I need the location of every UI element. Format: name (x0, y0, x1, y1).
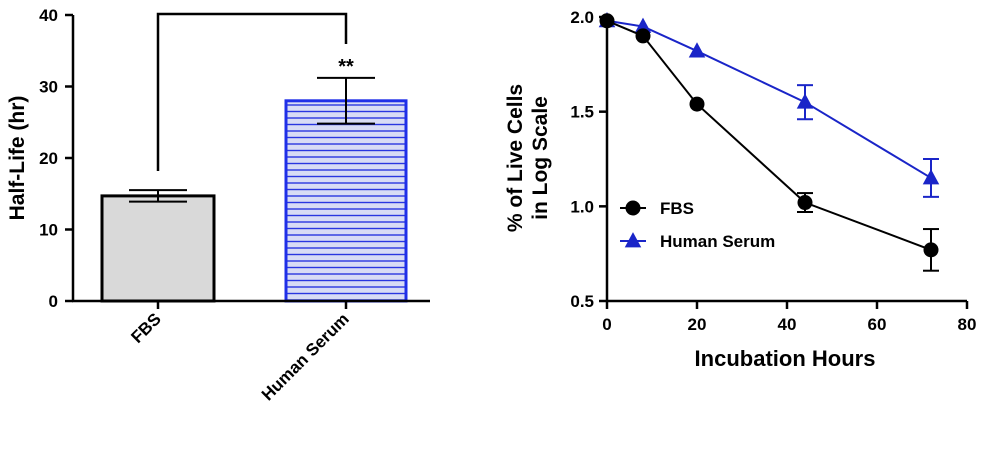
bar-fbs (102, 196, 214, 301)
bar-human-serum (286, 101, 406, 301)
line-y-axis-label-line2: in Log Scale (529, 96, 552, 220)
line-x-tick-label: 80 (958, 315, 977, 334)
bar-x-tick-label: FBS (127, 309, 164, 346)
bar-x-axis-ticks: FBS Human Serum (127, 301, 352, 404)
line-y-axis-ticks: 0.5 1.0 1.5 2.0 (570, 8, 607, 311)
bar-y-axis-label: Half-Life (hr) (6, 96, 29, 221)
line-x-tick-label: 20 (688, 315, 707, 334)
bar-y-tick-label: 40 (39, 6, 58, 25)
data-point (923, 169, 940, 184)
bar-x-tick-label: Human Serum (258, 309, 353, 404)
bar-chart: 0 10 20 30 40 FBS Human Serum ** Half-Life (h… (6, 6, 430, 404)
legend-label: Human Serum (660, 232, 775, 251)
line-x-axis-ticks: 0 20 40 60 80 (602, 301, 976, 334)
data-point (924, 242, 939, 257)
data-point (689, 42, 706, 57)
bar-marks (102, 78, 406, 301)
line-legend: FBS Human Serum (620, 199, 775, 251)
data-point (636, 28, 651, 43)
data-point (600, 13, 615, 28)
line-x-tick-label: 60 (868, 315, 887, 334)
bar-y-tick-label: 10 (39, 221, 58, 240)
series-line (607, 21, 931, 178)
data-point (797, 93, 814, 108)
bar-y-tick-label: 30 (39, 78, 58, 97)
legend-label: FBS (660, 199, 694, 218)
line-chart: 0.51.01.52.0 0 20 40 60 80 Incubation Hours … (504, 8, 976, 371)
line-x-axis-label: Incubation Hours (695, 346, 876, 371)
bar-y-axis-ticks: 0 10 20 30 40 (39, 6, 73, 311)
legend-item-human-serum: Human Serum (620, 232, 775, 251)
bar-y-tick-label: 20 (39, 149, 58, 168)
line-y-axis-label-line1: % of Live Cells (504, 84, 527, 232)
legend-marker (626, 201, 641, 216)
line-x-tick-label: 0 (602, 315, 611, 334)
legend-item-fbs: FBS (620, 199, 694, 218)
bar-y-tick-label: 0 (49, 292, 58, 311)
series-line (607, 21, 931, 250)
data-point (690, 97, 705, 112)
line-x-tick-label: 40 (778, 315, 797, 334)
significance-label: ** (338, 56, 354, 78)
line-y-tick-label: 2.0 (570, 8, 594, 27)
legend-marker (625, 232, 642, 247)
line-y-tick-label: 0.5 (570, 292, 594, 311)
line-y-tick-label: 1.5 (570, 103, 594, 122)
line-y-tick-label: 1.0 (570, 197, 594, 216)
data-point (798, 195, 813, 210)
